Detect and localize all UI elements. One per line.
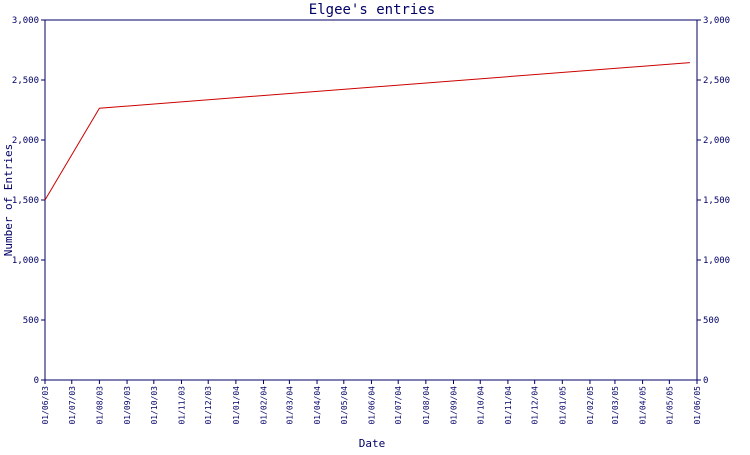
y-tick-label-right: 0 bbox=[703, 376, 708, 386]
x-tick-label: 01/03/04 bbox=[285, 386, 294, 425]
x-tick-label: 01/10/04 bbox=[476, 386, 485, 425]
series-layer bbox=[44, 62, 690, 201]
x-tick-label: 01/09/04 bbox=[450, 386, 459, 425]
y-tick-label-left: 500 bbox=[23, 316, 39, 326]
x-tick-label: 01/01/05 bbox=[558, 386, 567, 425]
series-line bbox=[44, 62, 690, 201]
x-tick-label: 01/12/04 bbox=[531, 386, 540, 425]
y-tick-label-left: 0 bbox=[34, 376, 39, 386]
x-tick-label: 01/05/04 bbox=[340, 386, 349, 425]
x-tick-label: 01/04/05 bbox=[639, 386, 648, 425]
x-tick-label: 01/04/04 bbox=[313, 386, 322, 425]
x-tick-label: 01/06/04 bbox=[367, 386, 376, 425]
x-tick-label: 01/12/03 bbox=[204, 386, 213, 425]
x-tick-label: 01/11/04 bbox=[504, 386, 513, 425]
x-tick-label: 01/06/03 bbox=[41, 386, 50, 425]
x-tick-label: 01/01/04 bbox=[232, 386, 241, 425]
y-tick-label-left: 2,000 bbox=[12, 136, 39, 146]
y-tick-label-right: 1,000 bbox=[703, 256, 730, 266]
y-tick-label-right: 1,500 bbox=[703, 196, 730, 206]
plot-frame bbox=[44, 19, 698, 381]
x-tick-label: 01/08/03 bbox=[95, 386, 104, 425]
x-tick-label: 01/09/03 bbox=[123, 386, 132, 425]
x-tick-label: 01/08/04 bbox=[422, 386, 431, 425]
y-tick-label-left: 1,000 bbox=[12, 256, 39, 266]
x-tick-label: 01/03/05 bbox=[611, 386, 620, 425]
x-tick-label: 01/10/03 bbox=[150, 386, 159, 425]
x-tick-label: 01/07/04 bbox=[394, 386, 403, 425]
x-axis-label: Date bbox=[359, 437, 386, 450]
x-tick-label: 01/02/05 bbox=[586, 386, 595, 425]
y-tick-label-right: 2,500 bbox=[703, 76, 730, 86]
x-tick-label: 01/07/03 bbox=[68, 386, 77, 425]
y-tick-label-right: 500 bbox=[703, 316, 719, 326]
x-tick-label: 01/02/04 bbox=[260, 386, 269, 425]
x-tick-label: 01/05/05 bbox=[665, 386, 674, 425]
x-tick-label: 01/06/05 bbox=[693, 386, 702, 425]
y-tick-label-right: 2,000 bbox=[703, 136, 730, 146]
y-axis-label: Number of Entries bbox=[2, 144, 15, 257]
y-tick-label-left: 1,500 bbox=[12, 196, 39, 206]
y-axis-right: 0 500 1,000 1,500 2,000 2,500 3,000 bbox=[697, 16, 730, 386]
x-axis: 01/06/03 01/07/03 01/08/03 01/09/03 01/10/03… bbox=[41, 380, 702, 425]
x-tick-label: 01/11/03 bbox=[177, 386, 186, 425]
y-tick-label-left: 3,000 bbox=[12, 16, 39, 26]
chart-title: Elgee's entries bbox=[309, 2, 435, 18]
y-axis-left: 0 500 1,000 1,500 2,000 2,500 3,000 bbox=[12, 16, 45, 386]
y-tick-label-left: 2,500 bbox=[12, 76, 39, 86]
y-tick-label-right: 3,000 bbox=[703, 16, 730, 26]
